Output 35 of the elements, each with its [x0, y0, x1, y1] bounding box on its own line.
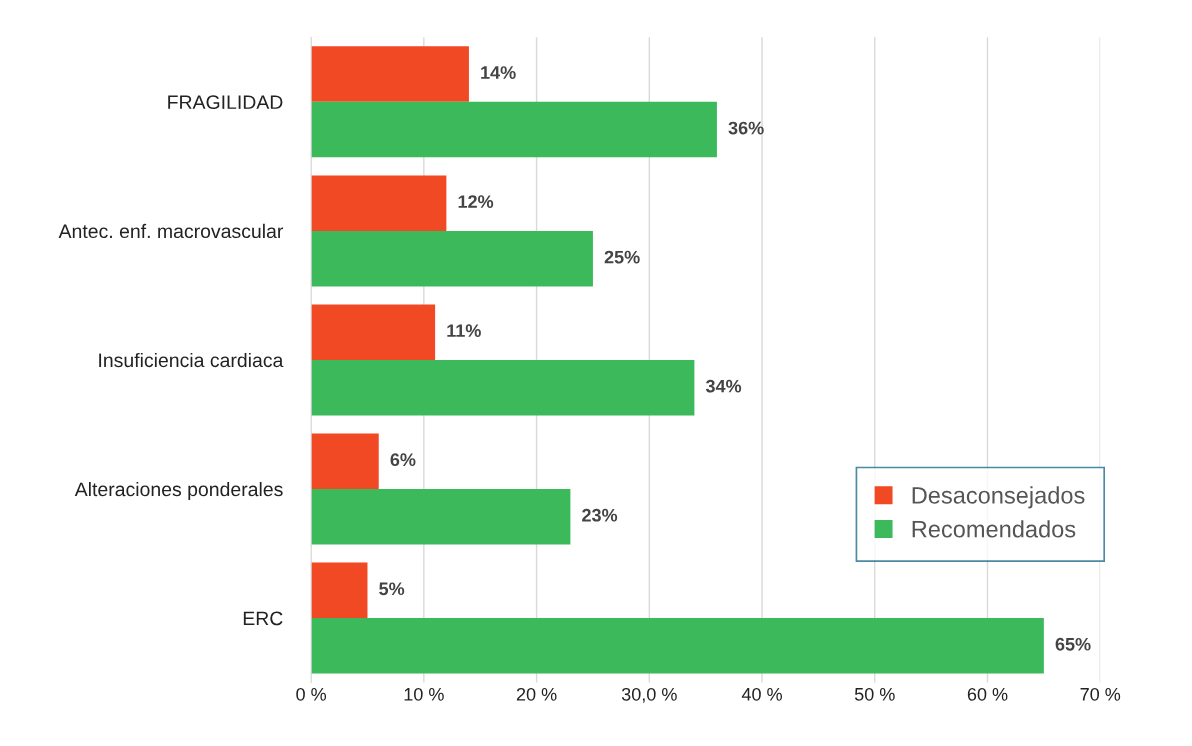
y-tick-label: Alteraciones ponderales [74, 481, 283, 501]
y-tick-label: Insuficiencia cardiaca [99, 352, 284, 368]
data-label: 5% [379, 582, 405, 596]
data-label: 65% [1055, 637, 1091, 651]
data-label: 34% [705, 379, 742, 393]
legend-label: Desaconsejados [912, 486, 1085, 509]
bar [311, 175, 447, 231]
legend-label: Recomendados [912, 520, 1076, 538]
data-label: 36% [728, 121, 764, 135]
bar [311, 618, 1044, 674]
data-label: 14% [481, 66, 516, 79]
x-tick-label: 40 % [741, 687, 782, 701]
bar [311, 433, 379, 489]
x-tick-label: 30,0 % [621, 687, 677, 703]
bar [311, 230, 593, 287]
data-label: 12% [458, 195, 494, 208]
data-label: 6% [390, 453, 416, 467]
data-label: 25% [604, 250, 640, 264]
x-tick-label: 20 % [516, 687, 557, 701]
x-tick-label: 10 % [404, 687, 444, 701]
data-label: 11% [447, 324, 481, 338]
data-label: 23% [582, 508, 618, 522]
bar [311, 101, 717, 158]
y-tick-label: FRAGILIDAD [168, 95, 283, 110]
bar [311, 46, 469, 102]
y-tick-label: Antec. enf. macrovascular [58, 223, 284, 239]
x-tick-label: 70 % [1080, 687, 1121, 701]
x-tick-label: 50 % [854, 687, 895, 701]
bar [311, 359, 695, 416]
bar [311, 489, 571, 545]
y-tick-label: ERC [243, 611, 283, 626]
bar [311, 304, 436, 360]
x-tick-label: 0 % [296, 687, 327, 701]
x-tick-label: 60 % [967, 687, 1008, 701]
bar [311, 562, 368, 619]
